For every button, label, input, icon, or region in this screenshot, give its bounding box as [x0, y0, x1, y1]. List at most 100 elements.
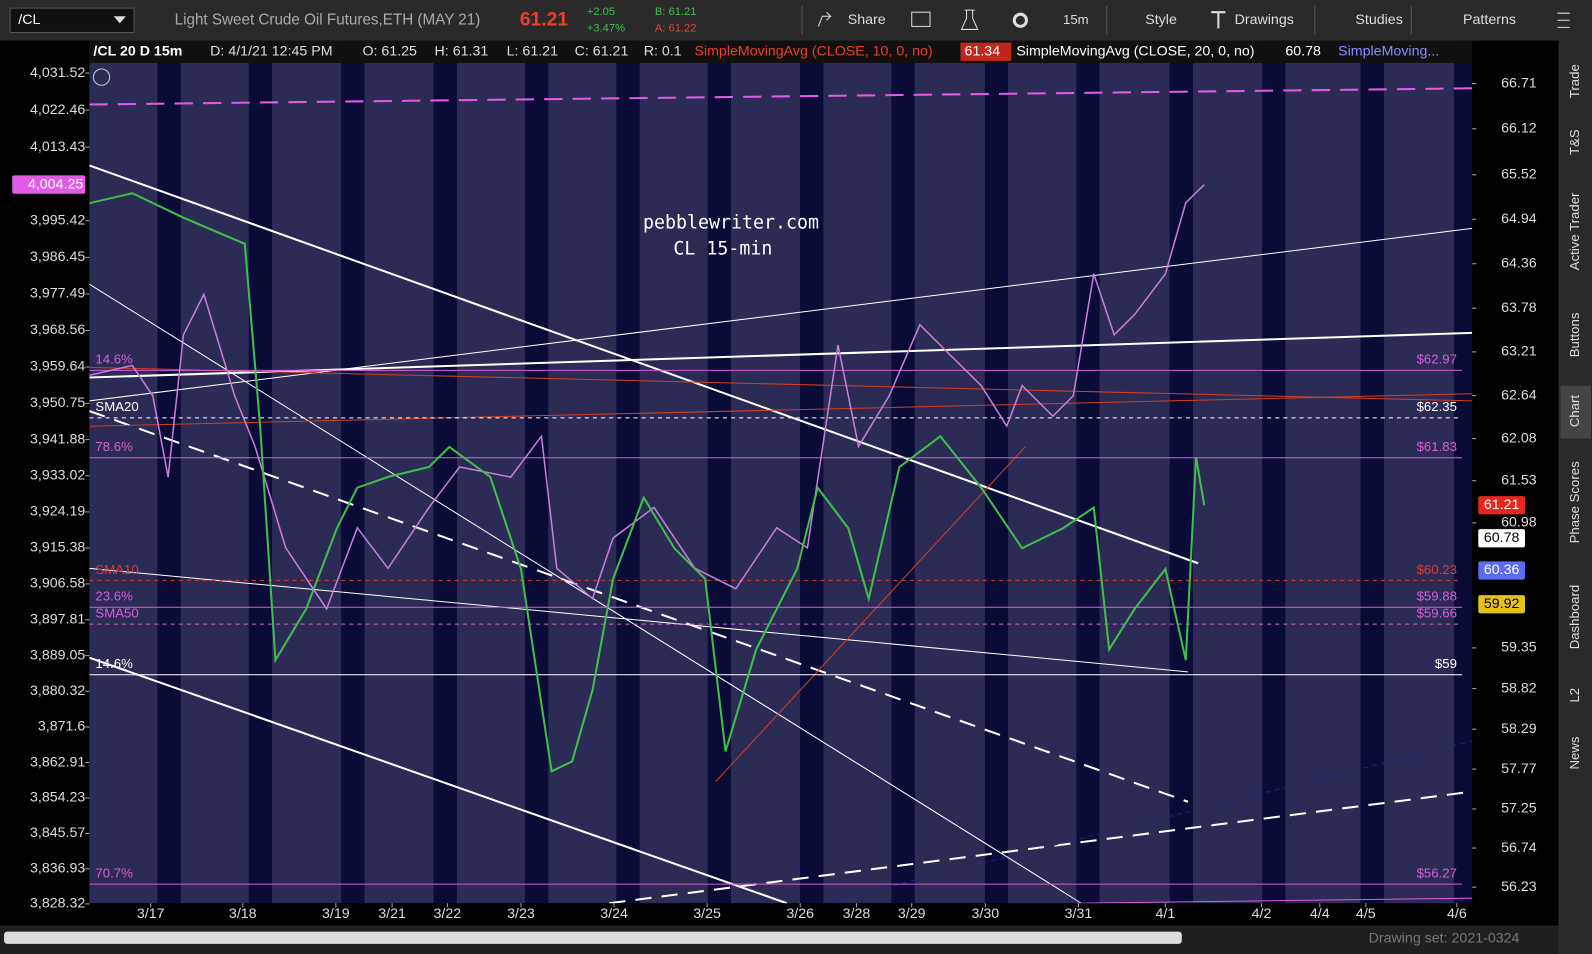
timeframe-button[interactable]: 15m	[1063, 12, 1089, 27]
y2-tick-label: 3,995.42	[30, 212, 85, 228]
patterns-button[interactable]: Patterns	[1463, 12, 1516, 28]
trend-line	[822, 740, 1473, 904]
style-button[interactable]: Style	[1145, 12, 1177, 28]
side-tab[interactable]: L2	[1567, 688, 1582, 703]
side-tab[interactable]: News	[1567, 736, 1582, 769]
session-band	[984, 40, 1009, 904]
level-label: $62.35	[1417, 399, 1457, 414]
session-band	[616, 40, 640, 904]
icon-button[interactable]	[960, 9, 979, 30]
scrollbar[interactable]	[4, 931, 1182, 944]
plot-bg	[89, 40, 1473, 904]
side-tab[interactable]: Trade	[1567, 64, 1582, 98]
trend-line	[89, 656, 788, 905]
x-tick-label: 3/23	[507, 906, 535, 922]
y-tick-label: 66.71	[1501, 75, 1537, 91]
session-band	[1008, 40, 1077, 904]
y-tick-label: 62.08	[1501, 430, 1537, 446]
study-label: SimpleMoving...	[1338, 44, 1439, 60]
toolbar	[0, 0, 1592, 41]
header-range: R: 0.1	[644, 44, 682, 60]
settings-button[interactable]	[1012, 12, 1028, 28]
symbol-input[interactable]	[9, 7, 135, 33]
session-band	[248, 40, 273, 904]
menu-icon[interactable]	[1557, 12, 1570, 28]
y2-tick-label: 3,880.32	[30, 683, 85, 699]
y2-tick-label: 3,889.05	[30, 647, 85, 663]
level-name: 78.6%	[95, 439, 133, 454]
y2-tick-label: 3,897.81	[30, 612, 85, 628]
side-tab[interactable]: Active Trader	[1567, 192, 1582, 270]
y2-tick-label: 4,013.43	[30, 139, 85, 155]
trend-line	[89, 567, 1188, 673]
session-band	[1076, 40, 1100, 904]
session-band	[800, 40, 824, 904]
info-icon[interactable]	[92, 68, 111, 86]
x-tick-label: 4/2	[1252, 906, 1272, 922]
side-tab[interactable]: T&S	[1567, 129, 1582, 155]
dropdown-icon[interactable]	[113, 16, 126, 24]
side-tab[interactable]: Buttons	[1567, 312, 1582, 357]
trend-line	[89, 164, 1199, 565]
header-high: H: 61.31	[435, 44, 489, 60]
y-tick-label: 63.21	[1501, 344, 1537, 360]
y2-tick-label: 3,854.23	[30, 790, 85, 806]
y-tick-label: 64.94	[1501, 211, 1537, 227]
level-name: 70.7%	[95, 865, 133, 880]
price-tag-label: 61.21	[1484, 497, 1520, 513]
level-label: $60.23	[1417, 562, 1457, 577]
session-band	[891, 40, 915, 904]
y2-tick-label: 3,862.91	[30, 754, 85, 770]
trend-line	[89, 227, 1473, 402]
price-tag	[1478, 529, 1525, 548]
x-tick-label: 3/24	[600, 906, 628, 922]
y-tick-label: 63.78	[1501, 300, 1537, 316]
trend-line	[609, 790, 1473, 905]
y2-tick-label: 3,828.32	[30, 896, 85, 912]
y2-highlight-label: 4,004.25	[28, 176, 83, 192]
level-name: 23.6%	[95, 589, 133, 604]
trend-line	[89, 410, 1189, 803]
level-label: $61.83	[1417, 439, 1457, 454]
price-tag	[1478, 595, 1525, 614]
y2-tick-label: 4,022.46	[30, 102, 85, 118]
side-tab[interactable]: Phase Scores	[1567, 461, 1582, 543]
y-tick-label: 57.25	[1501, 801, 1537, 817]
study-value: 61.34	[965, 44, 1001, 60]
x-tick-label: 3/28	[843, 906, 871, 922]
level-name: SMA50	[95, 605, 138, 620]
price-tag	[1478, 496, 1525, 515]
price-tag-label: 59.92	[1484, 596, 1520, 612]
y2-tick-label: 3,836.93	[30, 860, 85, 876]
icon-button[interactable]	[911, 11, 931, 27]
header-low: L: 61.21	[507, 44, 558, 60]
bid: B: 61.21	[655, 6, 697, 18]
drawing-set: Drawing set: 2021-0324	[1369, 931, 1520, 947]
share-button[interactable]: Share	[848, 12, 886, 28]
studies-button[interactable]: Studies	[1355, 12, 1402, 28]
study-value-bg	[960, 42, 1012, 61]
drawings-button[interactable]: Drawings	[1235, 12, 1294, 28]
trend-line	[89, 366, 1473, 402]
header-symbol: /CL 20 D 15m	[93, 44, 182, 60]
side-tabs-bg	[1558, 40, 1592, 954]
study-value: 60.78	[1285, 44, 1321, 60]
y2-tick-label: 3,924.19	[30, 504, 85, 520]
trend-line	[89, 87, 1473, 106]
price-tag-label: 60.36	[1484, 562, 1520, 578]
session-band	[1453, 40, 1478, 904]
session-band	[341, 40, 365, 904]
share-icon	[817, 11, 832, 27]
level-label: $56.27	[1417, 865, 1457, 880]
price-tag-label: 60.78	[1484, 530, 1520, 546]
y2-tick-label: 3,933.02	[30, 468, 85, 484]
side-tab[interactable]: Chart	[1567, 395, 1582, 428]
level-label: $59.66	[1417, 605, 1457, 620]
right-axis-bg	[1472, 40, 1559, 904]
symbol: /CL	[18, 12, 40, 28]
y2-tick-label: 3,968.56	[30, 322, 85, 338]
study-label: SimpleMovingAvg (CLOSE, 10, 0, no)	[694, 44, 932, 60]
y2-tick-label: 3,845.57	[30, 825, 85, 841]
side-tab[interactable]: Dashboard	[1567, 585, 1582, 650]
